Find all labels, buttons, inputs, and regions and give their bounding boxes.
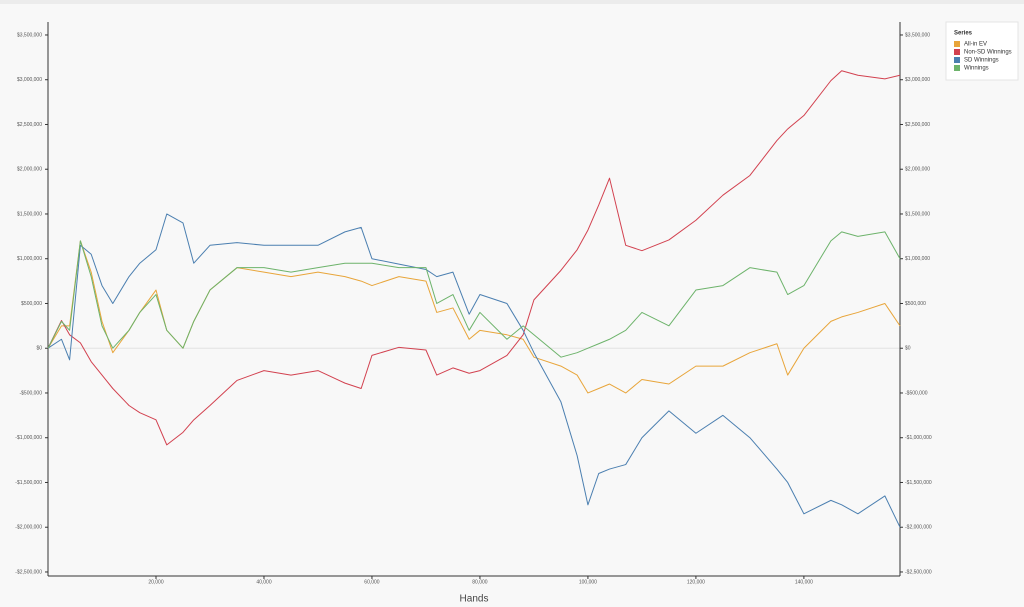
legend-label: SD Winnings [964,58,999,64]
y2-tick-label: $2,000,000 [905,167,930,173]
y2-tick-label: $3,500,000 [905,32,930,38]
series-line [47,231,901,358]
x-tick-label: 40,000 [256,579,272,585]
legend-swatch [954,57,960,63]
legend-swatch [954,41,960,47]
y-tick-label: $1,500,000 [17,211,42,217]
x-tick-label: 140,000 [795,579,813,585]
y-tick-label: $0 [36,346,42,352]
x-tick-label: 80,000 [472,579,488,585]
x-tick-label: 60,000 [364,579,380,585]
y-tick-label: $3,000,000 [17,77,42,83]
legend-title: Series [954,31,973,37]
y2-tick-label: -$1,000,000 [905,435,932,441]
y-tick-label: $500,000 [21,301,42,307]
y2-tick-label: -$1,500,000 [905,480,932,486]
y-tick-label: $1,000,000 [17,256,42,262]
y2-tick-label: $2,500,000 [905,122,930,128]
y-tick-label: -$1,500,000 [15,480,42,486]
y2-tick-label: $0 [905,346,911,352]
y-tick-label: -$2,500,000 [15,569,42,575]
x-tick-label: 20,000 [148,579,164,585]
y2-tick-label: $3,000,000 [905,77,930,83]
legend-swatch [954,49,960,55]
y-tick-label: $2,500,000 [17,122,42,128]
y2-tick-label: -$2,000,000 [905,525,932,531]
y-tick-label: -$1,000,000 [15,435,42,441]
legend-label: Non-SD Winnings [964,50,1012,56]
series-line [47,213,901,528]
y2-tick-label: -$2,500,000 [905,569,932,575]
y-tick-label: -$2,000,000 [15,525,42,531]
y2-tick-label: -$500,000 [905,390,928,396]
y-tick-label: $3,500,000 [17,32,42,38]
legend-label: Winnings [964,66,989,72]
y-tick-label: $2,000,000 [17,167,42,173]
x-tick-label: 120,000 [687,579,705,585]
y2-tick-label: $1,500,000 [905,211,930,217]
x-axis-label: Hands [460,594,489,605]
legend-swatch [954,65,960,71]
series-line [47,70,901,446]
y2-tick-label: $1,000,000 [905,256,930,262]
x-tick-label: 100,000 [579,579,597,585]
y-tick-label: -$500,000 [19,390,42,396]
y2-tick-label: $500,000 [905,301,926,307]
background [0,4,1024,607]
legend-label: All-in EV [964,42,987,48]
